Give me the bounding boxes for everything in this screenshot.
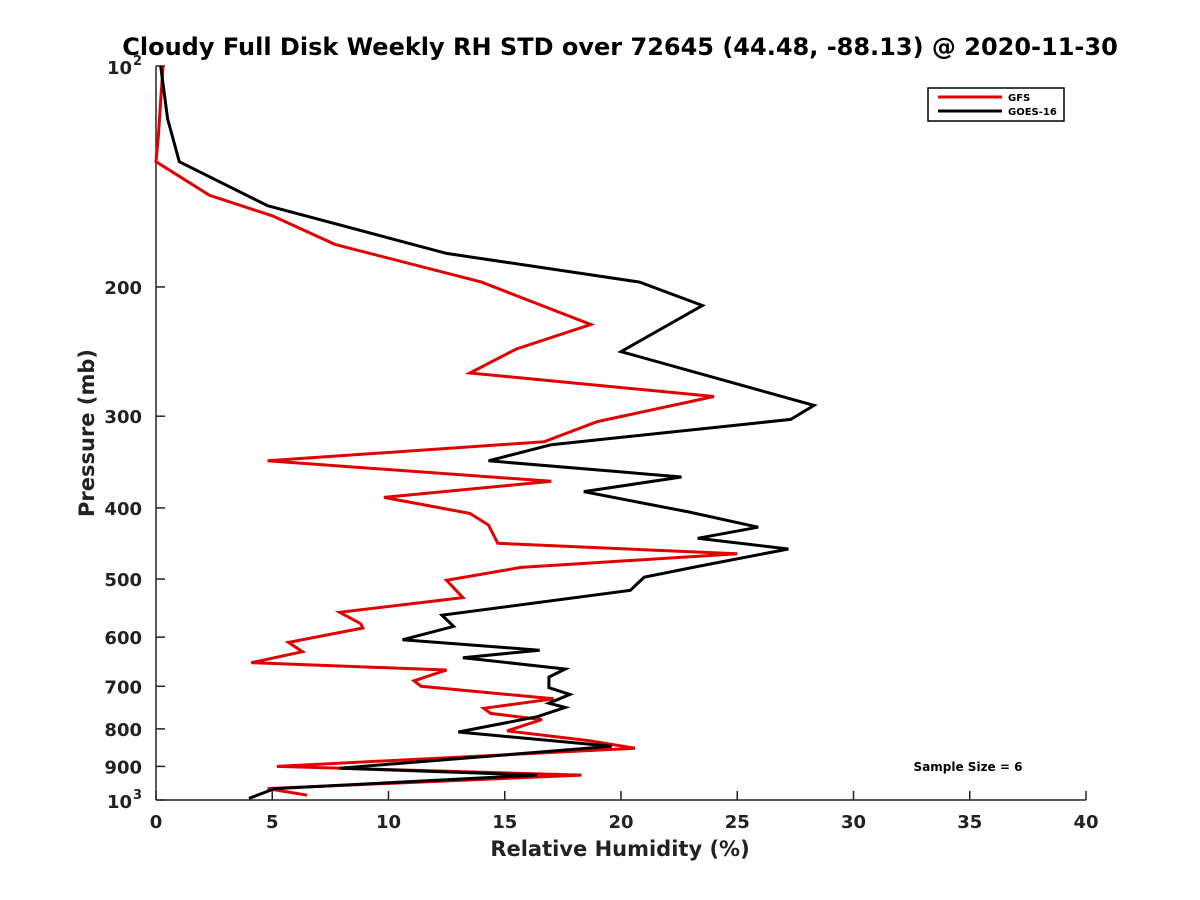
- x-tick-label: 15: [492, 812, 517, 833]
- series-line-gfs: [154, 65, 738, 797]
- y-tick-label: 900: [104, 757, 142, 778]
- y-tick-label: 600: [104, 628, 142, 649]
- x-tick-label: 10: [376, 812, 401, 833]
- y-tick-label: 300: [104, 407, 142, 428]
- y-tick-label: 700: [104, 677, 142, 698]
- legend: GFS GOES-16: [927, 87, 1065, 122]
- axes: 0 5 10 15 20 25 30 35 40 200 300 400 500 600 700 800 900…: [104, 54, 1098, 833]
- chart-title: Cloudy Full Disk Weekly RH STD over 7264…: [122, 33, 1118, 61]
- x-axis-label: Relative Humidity (%): [490, 837, 749, 861]
- x-tick-label: 35: [957, 812, 982, 833]
- y-tick-label: 500: [104, 570, 142, 591]
- legend-label: GFS: [1008, 93, 1030, 104]
- y-axis-label: Pressure (mb): [75, 349, 99, 517]
- x-tick-label: 20: [608, 812, 633, 833]
- y-decade-exponent: 2: [133, 54, 142, 69]
- y-decade-exponent: 3: [133, 788, 142, 803]
- y-decade-label: 10: [107, 58, 132, 79]
- x-tick-label: 40: [1073, 812, 1098, 833]
- sample-size-annotation: Sample Size = 6: [914, 760, 1023, 774]
- x-tick-label: 0: [150, 812, 163, 833]
- legend-box: [927, 87, 1065, 122]
- y-decade-label: 10: [107, 792, 132, 813]
- x-tick-label: 25: [725, 812, 750, 833]
- series-layer: [154, 65, 818, 800]
- x-tick-label: 5: [266, 812, 279, 833]
- series-line-goes-16: [159, 65, 818, 800]
- y-tick-label: 200: [104, 278, 142, 299]
- y-tick-label: 400: [104, 499, 142, 520]
- legend-label: GOES-16: [1008, 107, 1057, 118]
- y-tick-label: 800: [104, 720, 142, 741]
- x-tick-label: 30: [841, 812, 866, 833]
